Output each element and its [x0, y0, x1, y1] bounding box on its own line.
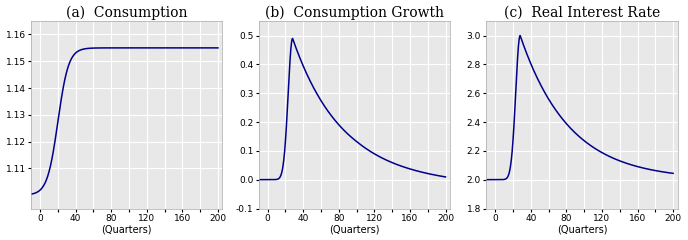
X-axis label: (Quarters): (Quarters): [102, 224, 152, 234]
Title: (a)  Consumption: (a) Consumption: [66, 6, 188, 20]
Title: (b)  Consumption Growth: (b) Consumption Growth: [265, 6, 444, 20]
X-axis label: (Quarters): (Quarters): [329, 224, 380, 234]
X-axis label: (Quarters): (Quarters): [557, 224, 608, 234]
Title: (c)  Real Interest Rate: (c) Real Interest Rate: [504, 6, 660, 20]
